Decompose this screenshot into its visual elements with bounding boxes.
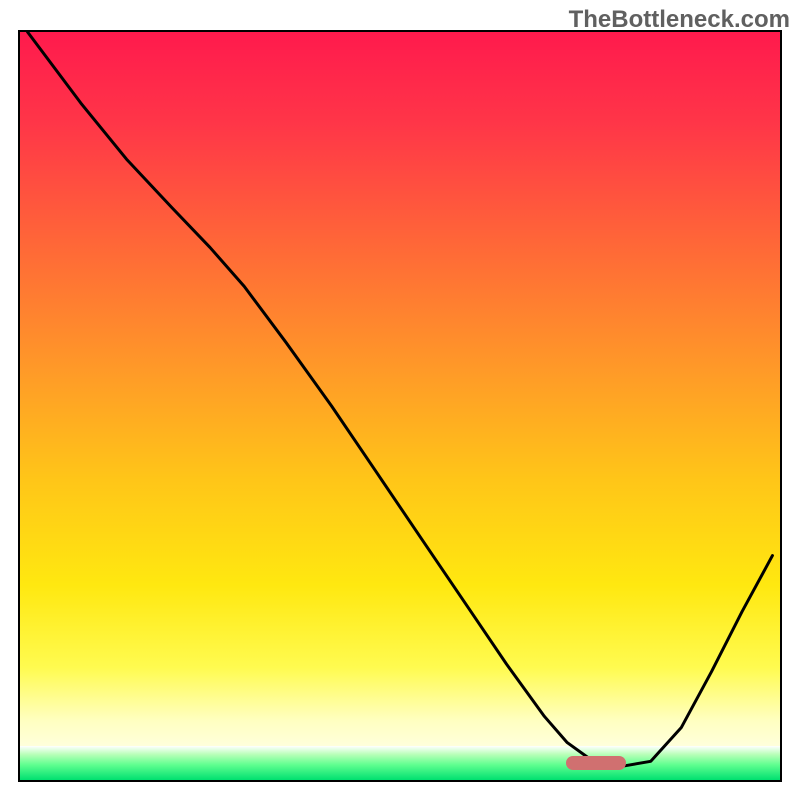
- optimal-range-marker: [566, 756, 625, 770]
- watermark-text: TheBottleneck.com: [569, 6, 790, 34]
- bottleneck-curve: [20, 32, 780, 780]
- plot-area: [18, 30, 782, 782]
